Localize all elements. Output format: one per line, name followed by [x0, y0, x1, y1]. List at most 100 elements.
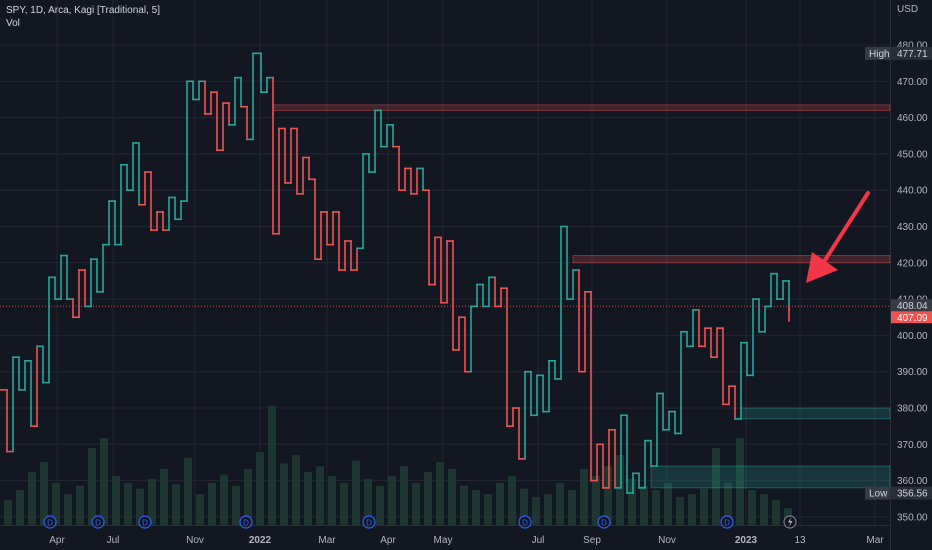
- time-axis-label: Jul: [107, 535, 120, 546]
- volume-bar: [472, 490, 480, 525]
- dividend-marker[interactable]: D: [239, 515, 253, 529]
- dividend-letter: D: [366, 519, 372, 528]
- dividend-letter: D: [95, 519, 101, 528]
- volume-bar: [304, 471, 312, 525]
- arrow-annotation-icon: [806, 191, 870, 283]
- volume-bar: [508, 476, 516, 525]
- volume-bar: [496, 483, 504, 525]
- low-badge-label-bg: [865, 486, 890, 500]
- dividend-marker[interactable]: D: [138, 515, 152, 529]
- volume-bar: [388, 476, 396, 525]
- high-badge-label-bg: [865, 46, 890, 60]
- time-axis-label: 2022: [249, 535, 272, 546]
- dividend-letter: D: [522, 519, 528, 528]
- volume-series: [4, 406, 792, 525]
- current-price-badge-green: 408.04: [897, 301, 928, 312]
- volume-bar: [328, 476, 336, 525]
- volume-bar: [748, 490, 756, 525]
- volume-bar: [736, 438, 744, 525]
- volume-bar: [760, 494, 768, 525]
- arrow-head: [806, 252, 838, 283]
- dividend-circle: [138, 515, 152, 529]
- volume-bar: [544, 494, 552, 525]
- dividend-circle: [43, 515, 57, 529]
- dividend-marker[interactable]: D: [362, 515, 376, 529]
- volume-bar: [592, 476, 600, 525]
- time-axis-label: Mar: [318, 535, 336, 546]
- current-price-badge-red-bg: [891, 311, 932, 324]
- time-axis: Apr Jul Nov 2022 Mar Apr May Jul Sep Nov 2023 13 Mar: [49, 535, 884, 546]
- volume-bar: [244, 469, 252, 525]
- time-axis-label: Nov: [658, 535, 676, 546]
- volume-bar: [4, 499, 12, 525]
- price-axis-tick: 470.00: [897, 77, 928, 88]
- volume-bar: [484, 494, 492, 525]
- volume-bar: [520, 488, 528, 525]
- volume-bar: [16, 490, 24, 525]
- dividend-marker[interactable]: D: [43, 515, 57, 529]
- time-axis-label: 13: [794, 535, 806, 546]
- volume-bar: [664, 483, 672, 525]
- time-axis-label: Nov: [186, 535, 204, 546]
- volume-bar: [268, 406, 276, 525]
- volume-bar: [280, 463, 288, 525]
- volume-bar: [208, 483, 216, 525]
- dividend-letter: D: [724, 519, 730, 528]
- volume-bar: [76, 485, 84, 525]
- high-badge-value: 477.71: [897, 49, 928, 60]
- volume-bar: [136, 488, 144, 525]
- dividend-circle: [518, 515, 532, 529]
- volume-bar: [232, 485, 240, 525]
- volume-bar: [628, 478, 636, 525]
- volume-bar: [652, 490, 660, 525]
- support-resistance-zone: [272, 104, 891, 111]
- volume-bar: [292, 455, 300, 525]
- dividend-circle: [239, 515, 253, 529]
- volume-bar: [640, 485, 648, 525]
- time-axis-label: Mar: [866, 535, 884, 546]
- volume-bar: [676, 497, 684, 525]
- dividend-letter: D: [142, 519, 148, 528]
- volume-bar: [184, 457, 192, 525]
- volume-bar: [412, 483, 420, 525]
- volume-bar: [724, 483, 732, 525]
- chart-symbol-title: SPY, 1D, Arca, Kagi [Traditional, 5]: [6, 5, 160, 16]
- dividend-marker[interactable]: D: [720, 515, 734, 529]
- volume-bar: [568, 490, 576, 525]
- price-axis-tick: 390.00: [897, 367, 928, 378]
- dividend-letter: D: [601, 519, 607, 528]
- volume-bar: [28, 471, 36, 525]
- time-axis-label: Jul: [532, 535, 545, 546]
- volume-bar: [172, 484, 180, 525]
- price-axis-tick: 350.00: [897, 512, 928, 523]
- volume-bar: [772, 499, 780, 525]
- dividend-marker[interactable]: D: [518, 515, 532, 529]
- dividend-letter: D: [243, 519, 249, 528]
- volume-bar: [604, 466, 612, 525]
- volume-bar: [712, 448, 720, 525]
- volume-bar: [364, 478, 372, 525]
- price-axis-tick: 380.00: [897, 404, 928, 415]
- price-axis-tick: 430.00: [897, 222, 928, 233]
- price-axis-tick: 370.00: [897, 440, 928, 451]
- flash-icon[interactable]: [783, 515, 797, 529]
- volume-bar: [688, 494, 696, 525]
- kagi-series: [0, 52, 790, 494]
- low-badge-value: 356.56: [897, 489, 928, 500]
- price-axis-tick: 480.00: [897, 41, 928, 52]
- price-axis-tick: 460.00: [897, 113, 928, 124]
- volume-bar: [352, 460, 360, 525]
- dividend-marker[interactable]: D: [91, 515, 105, 529]
- price-axis-tick: 400.00: [897, 331, 928, 342]
- volume-bar: [160, 469, 168, 525]
- time-axis-label: May: [434, 535, 453, 546]
- volume-bar: [532, 497, 540, 525]
- volume-bar: [700, 488, 708, 525]
- volume-bar: [400, 466, 408, 525]
- volume-bar: [340, 483, 348, 525]
- volume-bar: [124, 483, 132, 525]
- dividend-circle: [720, 515, 734, 529]
- volume-bar: [556, 483, 564, 525]
- dividend-marker[interactable]: D: [597, 515, 611, 529]
